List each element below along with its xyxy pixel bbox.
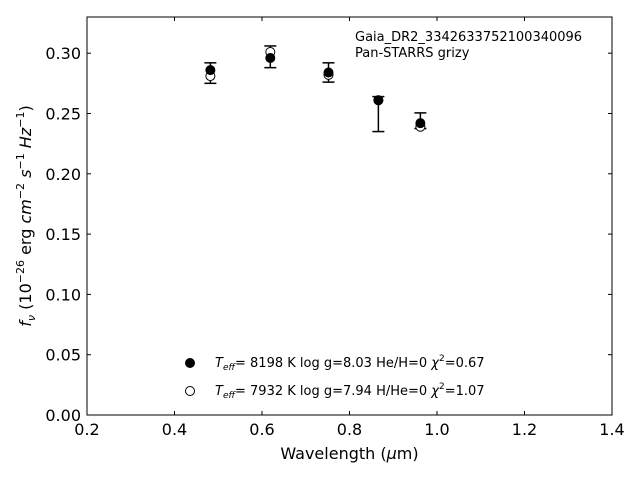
x-tick-label: 0.2 bbox=[74, 420, 99, 439]
x-tick-label: 1.0 bbox=[424, 420, 449, 439]
data-point-filled bbox=[205, 65, 216, 76]
data-point-filled bbox=[265, 53, 276, 64]
y-tick-label: 0.25 bbox=[45, 104, 81, 123]
data-point-filled bbox=[415, 118, 426, 129]
annotation-object-id: Gaia_DR2_3342633752100340096 bbox=[355, 30, 582, 45]
y-tick-label: 0.30 bbox=[45, 44, 81, 63]
x-tick-label: 1.4 bbox=[599, 420, 624, 439]
y-tick-label: 0.15 bbox=[45, 225, 81, 244]
y-axis-ticks: 0.00 0.05 0.10 0.15 0.20 0.25 0.30 bbox=[45, 44, 612, 425]
y-tick-label: 0.10 bbox=[45, 285, 81, 304]
legend-label-filled: Teff= 8198 K log g=8.03 He/H=0 χ2=0.67 bbox=[215, 354, 485, 373]
x-tick-label: 0.4 bbox=[162, 420, 187, 439]
y-tick-label: 0.20 bbox=[45, 165, 81, 184]
annotation-survey: Pan-STARRS grizy bbox=[355, 46, 470, 61]
y-tick-label: 0.00 bbox=[45, 406, 81, 425]
legend-label-open: Teff= 7932 K log g=7.94 H/He=0 χ2=1.07 bbox=[215, 382, 485, 401]
legend-marker-open bbox=[185, 386, 195, 396]
data-point-filled bbox=[373, 95, 384, 106]
y-tick-label: 0.05 bbox=[45, 346, 81, 365]
x-tick-label: 0.8 bbox=[337, 420, 362, 439]
x-axis-label: Wavelength (μm) bbox=[280, 444, 418, 463]
series-filled-circles bbox=[205, 53, 426, 129]
legend: Teff= 8198 K log g=8.03 He/H=0 χ2=0.67 T… bbox=[185, 354, 485, 401]
y-axis-label: fν (10−26 erg cm−2 s−1 Hz−1) bbox=[14, 105, 38, 326]
plot-area bbox=[86, 16, 613, 416]
legend-marker-filled bbox=[185, 358, 195, 368]
x-tick-label: 1.2 bbox=[512, 420, 537, 439]
data-point-filled bbox=[323, 67, 334, 78]
x-axis-ticks: 0.2 0.4 0.6 0.8 1.0 1.2 1.4 bbox=[74, 17, 625, 439]
x-tick-label: 0.6 bbox=[249, 420, 274, 439]
